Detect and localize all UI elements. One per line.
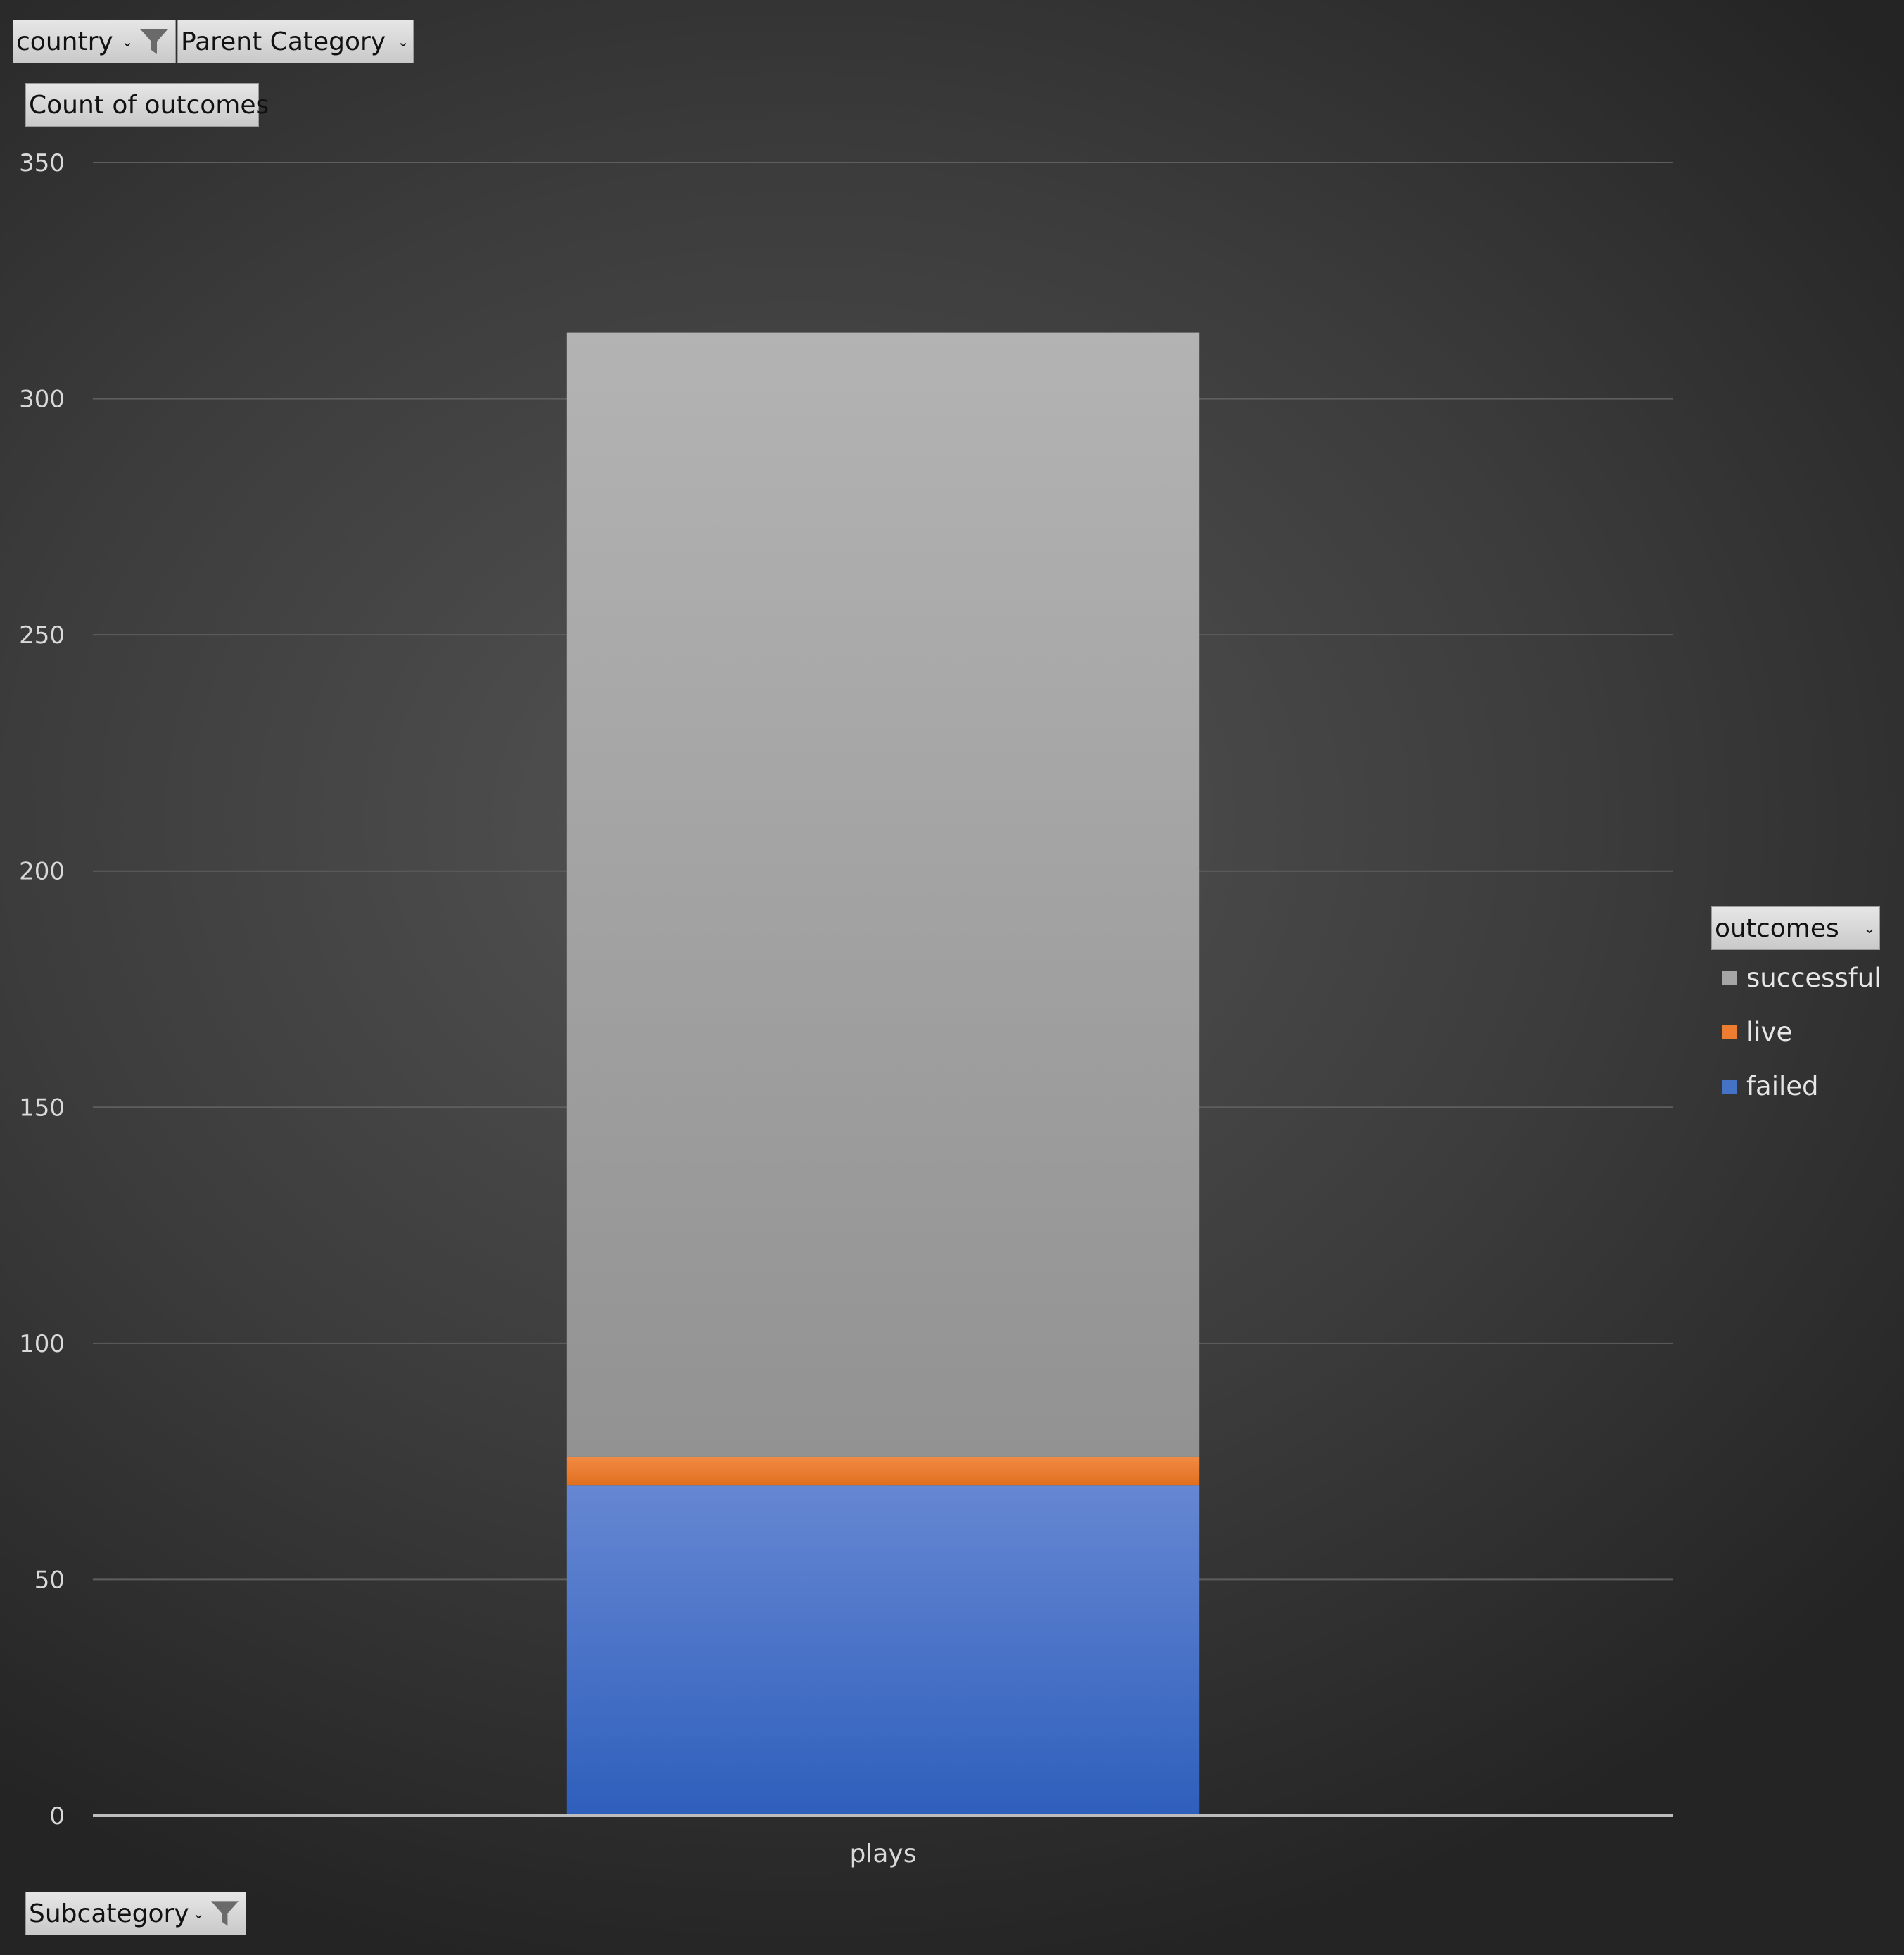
bar-segment-failed [566, 1485, 1200, 1816]
parent-category-filter-label: Parent Category [181, 27, 386, 56]
dropdown-arrow-icon: ⌄ [121, 33, 134, 50]
x-category-label: plays [850, 1840, 917, 1868]
legend-item-label: live [1746, 1017, 1793, 1047]
bar-segment-live [566, 1456, 1200, 1486]
legend-item-label: successful [1746, 963, 1881, 993]
filter-funnel-icon [140, 29, 168, 54]
filter-funnel-icon [210, 1901, 239, 1926]
legend-item-label: failed [1746, 1071, 1819, 1101]
country-filter-label: country [16, 27, 113, 56]
bar-segment-successful [566, 332, 1200, 1457]
y-tick-label: 250 [19, 621, 65, 650]
country-filter-button[interactable]: country ⌄ [13, 20, 176, 63]
outcomes-legend-label: outcomes [1715, 913, 1839, 943]
parent-category-filter-button[interactable]: Parent Category ⌄ [177, 20, 414, 63]
y-tick-label: 0 [49, 1802, 65, 1830]
dropdown-arrow-icon: ⌄ [397, 33, 410, 50]
y-axis-ticks: 0 50 100 150 200 250 300 350 [19, 149, 65, 1830]
y-tick-label: 200 [19, 858, 65, 886]
y-tick-label: 350 [19, 149, 65, 177]
outcomes-legend-button[interactable]: outcomes ⌄ [1711, 906, 1880, 950]
legend-item-live: live [1722, 1017, 1792, 1047]
y-tick-label: 50 [34, 1566, 65, 1594]
dropdown-arrow-icon: ⌄ [1863, 920, 1876, 937]
subcategory-filter-label: Subcategory [29, 1899, 189, 1928]
y-tick-label: 300 [19, 386, 65, 414]
bars [566, 332, 1200, 1816]
legend-item-failed: failed [1722, 1071, 1819, 1101]
subcategory-filter-button[interactable]: Subcategory ⌄ [25, 1892, 246, 1935]
legend-swatch [1722, 970, 1737, 985]
y-tick-label: 150 [19, 1094, 65, 1122]
y-tick-label: 100 [19, 1330, 65, 1358]
legend-item-successful: successful [1722, 963, 1881, 993]
value-field-button[interactable]: Count of outcomes [25, 83, 269, 127]
legend-swatch [1722, 1025, 1737, 1039]
dropdown-arrow-icon: ⌄ [192, 1905, 205, 1922]
value-field-label: Count of outcomes [29, 90, 269, 120]
legend-swatch [1722, 1079, 1737, 1094]
x-axis-categories: plays [93, 1814, 1673, 1868]
